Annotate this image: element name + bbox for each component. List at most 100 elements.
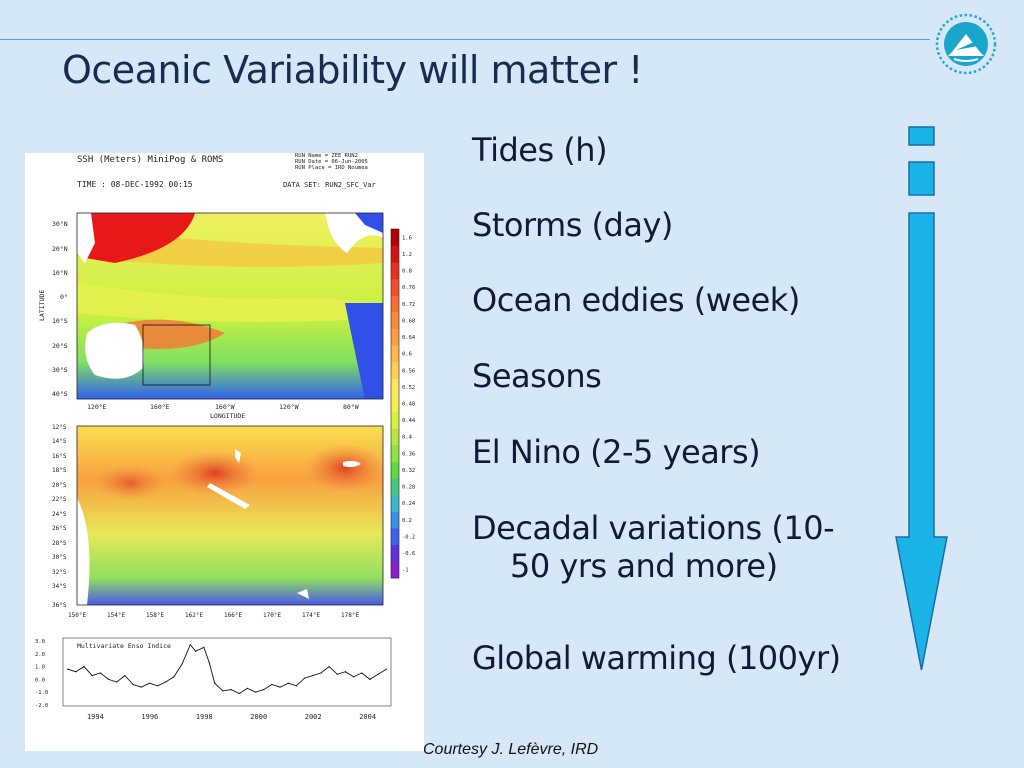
enso-index-y-tick: -1.0 [35, 690, 48, 696]
colorbar-swatch [391, 445, 399, 462]
colorbar-swatch [391, 395, 399, 413]
map2-lat-tick: 34°S [52, 583, 67, 590]
map2-lon-tick: 154°E [107, 612, 125, 619]
map1-xlabel: LONGITUDE [210, 412, 245, 420]
map2-lon-tick: 174°E [302, 612, 320, 619]
map2-lat-tick: 12°S [52, 424, 67, 431]
colorbar-swatch [391, 561, 399, 579]
enso-index-y-tick: 3.0 [35, 639, 45, 645]
colorbar-label: 0.4 [402, 435, 413, 441]
map2-lon-tick: 158°E [146, 612, 164, 619]
colorbar-label: 0.56 [402, 368, 415, 374]
map2-lon-tick: 178°E [341, 612, 359, 619]
colorbar-swatch [391, 361, 399, 379]
map1-ylabel: LATITUDE [38, 290, 46, 321]
colorbar-swatch [391, 528, 399, 546]
map2-lat-tick: 24°S [52, 511, 67, 518]
map2-lon-tick: 150°E [68, 612, 86, 619]
enso-index-x-tick: 1994 [87, 713, 104, 721]
colorbar-label: 0.44 [402, 418, 416, 424]
enso-index-y-tick: -2.0 [35, 703, 48, 709]
map2-lon-tick: 162°E [185, 612, 203, 619]
colorbar-swatch [391, 245, 399, 263]
map2-lat-tick: 16°S [52, 453, 67, 460]
scale-item-el-nino: El Nino (2-5 years) [472, 433, 761, 471]
colorbar-label: 0.8 [402, 269, 412, 275]
colorbar-label: 0.2 [402, 518, 412, 524]
map1-lon-tick: 160°E [150, 403, 170, 411]
colorbar-swatch [391, 461, 399, 479]
enso-index-x-tick: 1996 [141, 713, 158, 721]
map1-lat-tick: 30°N [52, 220, 68, 228]
colorbar-label: 0.36 [402, 451, 415, 457]
map2-lat-tick: 26°S [52, 525, 67, 532]
enso-index-y-tick: 1.0 [35, 665, 45, 671]
map2-lat-tick: 20°S [52, 482, 67, 489]
enso-index-title: Multivariate Enso Indice [77, 642, 171, 650]
colorbar-label: 0.64 [402, 335, 416, 341]
colorbar-label: 1.6 [402, 235, 412, 241]
map1-lon-tick: 120°W [279, 403, 299, 411]
map1-lon-tick: 80°W [343, 403, 359, 411]
enso-index-x-tick: 1998 [196, 713, 213, 721]
colorbar-label: 0.28 [402, 485, 415, 491]
colorbar-swatch [391, 494, 399, 512]
scale-item-storms: Storms (day) [472, 206, 673, 244]
colorbar-swatch [391, 428, 399, 446]
colorbar-swatch [391, 262, 399, 280]
map2-lat-tick: 28°S [52, 540, 67, 547]
map2-lat-tick: 30°S [52, 554, 67, 561]
enso-index-x-tick: 2002 [305, 713, 322, 721]
map2-lon-tick: 166°E [224, 612, 242, 619]
colorbar-legend: 1.6 1.2 0.8 0.76 0.72 0.68 0.64 0.6 0.56 0.52 0.48… [390, 228, 416, 579]
figure-dataset: DATA SET: RUN2_SFC_Var [283, 181, 376, 189]
header-rule [0, 39, 930, 40]
scale-item-decadal: Decadal variations (10- 50 yrs and more) [472, 509, 835, 585]
down-arrow-icon [895, 126, 948, 671]
colorbar-label: 0.32 [402, 468, 415, 474]
colorbar-label: 0.68 [402, 318, 415, 324]
image-credit: Courtesy J. Lefèvre, IRD [423, 741, 599, 758]
colorbar-swatch [391, 544, 399, 562]
map2-lat-tick: 32°S [52, 569, 67, 576]
colorbar-swatch [391, 345, 399, 363]
map2-lon-tick: 170°E [263, 612, 281, 619]
map1-lon-tick: 120°E [87, 403, 107, 411]
colorbar-label: 0.24 [402, 501, 416, 507]
scale-item-tides: Tides (h) [472, 131, 608, 169]
map2-lat-tick: 14°S [52, 438, 67, 445]
map1-lat-tick: 40°S [52, 390, 68, 398]
colorbar-label: 0.72 [402, 302, 415, 308]
figure-run-date: RUN Date = 06-Jun-2005 [295, 159, 368, 165]
colorbar-swatch [391, 478, 399, 496]
map2-lat-tick: 22°S [52, 496, 67, 503]
enso-index-y-tick: 0.0 [35, 677, 45, 683]
scale-item-ocean-eddies: Ocean eddies (week) [472, 281, 800, 319]
new-caledonia-ssh-map [76, 425, 385, 606]
map1-lat-tick: 10°S [52, 317, 68, 325]
map2-lat-tick: 18°S [52, 467, 67, 474]
scale-item-seasons: Seasons [472, 357, 602, 395]
enso-index-line [67, 643, 387, 695]
colorbar-label: 0.52 [402, 385, 415, 391]
colorbar-swatch [391, 278, 399, 296]
enso-index-y-tick: 2.0 [35, 652, 45, 658]
ird-logo-icon [935, 13, 997, 75]
colorbar-swatch [391, 229, 399, 246]
map1-lat-tick: 0° [60, 293, 68, 301]
scale-item-global-warming: Global warming (100yr) [472, 639, 841, 677]
scale-item-decadal-line2: 50 yrs and more) [510, 547, 778, 585]
map1-lat-tick: 20°N [52, 245, 68, 253]
model-figure: SSH (Meters) MiniPog & ROMS TIME : 08-DE… [25, 153, 424, 751]
colorbar-label: 1.2 [402, 252, 412, 258]
enso-index-chart: Multivariate Enso Indice 3.0 2.0 1.0 0.0 -1.… [35, 637, 392, 721]
figure-time: TIME : 08-DEC-1992 00:15 [77, 180, 193, 189]
colorbar-swatch [391, 295, 399, 313]
colorbar-label: -0.2 [402, 534, 415, 540]
map1-lat-tick: 10°N [52, 269, 68, 277]
slide-title: Oceanic Variability will matter ! [62, 48, 643, 92]
figure-run-name: RUN Name = ZEE RUN2 [295, 153, 358, 159]
scale-item-decadal-line1: Decadal variations (10- [472, 509, 835, 547]
map1-lat-tick: 30°S [52, 366, 68, 374]
figure-run-place: RUN Place = IRD Noumea [295, 165, 368, 171]
